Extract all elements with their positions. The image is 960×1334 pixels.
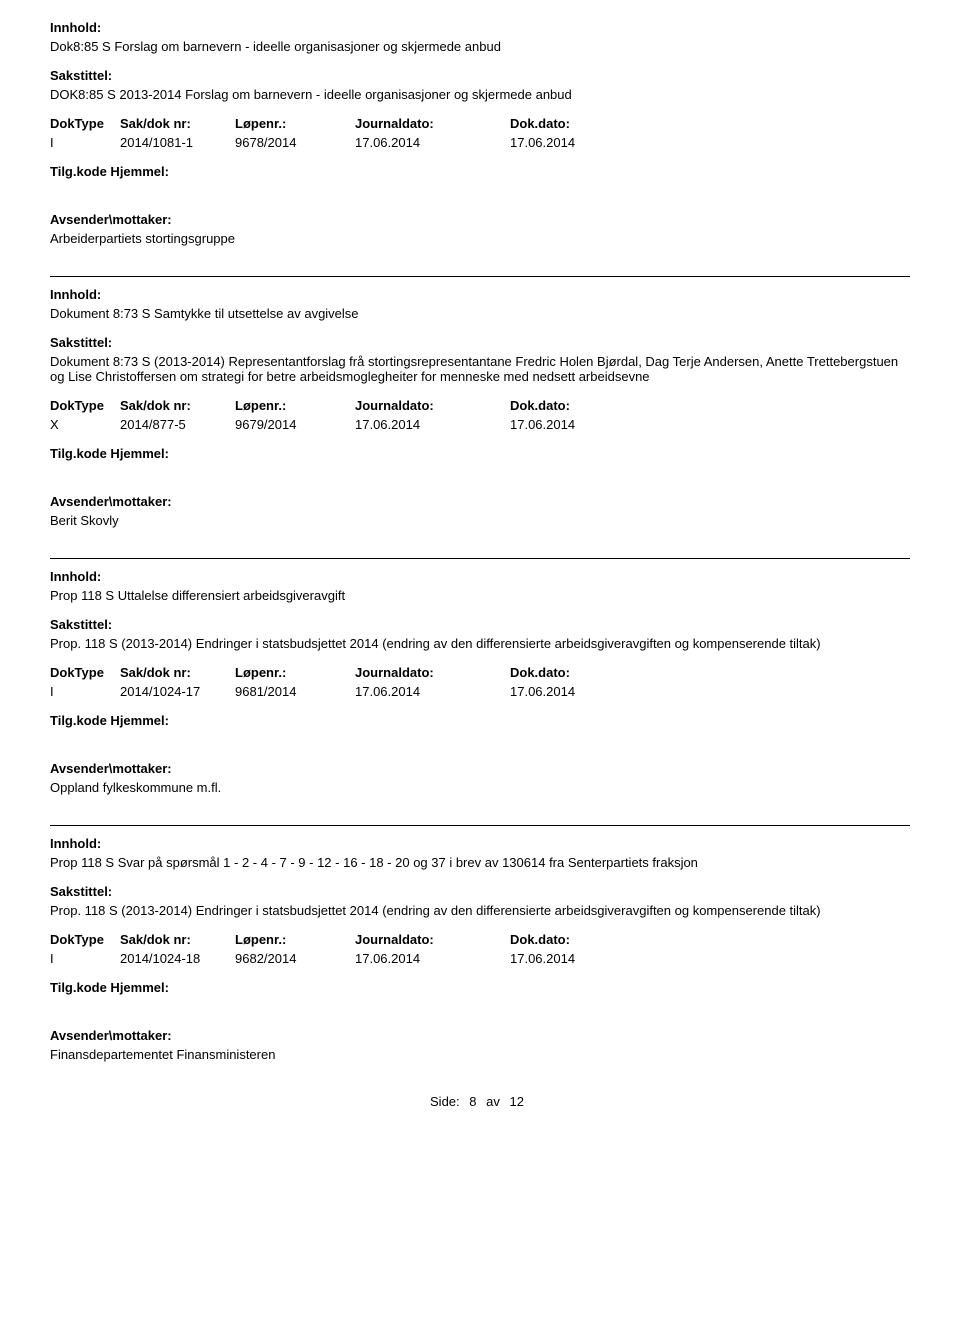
avsender-value: Finansdepartementet Finansministeren <box>50 1047 910 1062</box>
col-lopenr-value: 9682/2014 <box>235 951 355 966</box>
avsender-label: Avsender\mottaker: <box>50 212 910 227</box>
record-divider <box>50 558 910 559</box>
meta-value-row: X 2014/877-5 9679/2014 17.06.2014 17.06.… <box>50 417 910 432</box>
meta-value-row: I 2014/1024-17 9681/2014 17.06.2014 17.0… <box>50 684 910 699</box>
sakstittel-label: Sakstittel: <box>50 617 910 632</box>
sakstittel-value: Prop. 118 S (2013-2014) Endringer i stat… <box>50 903 910 918</box>
sakstittel-label: Sakstittel: <box>50 68 910 83</box>
col-dokdato-value: 17.06.2014 <box>510 951 660 966</box>
meta-header-row: DokType Sak/dok nr: Løpenr.: Journaldato… <box>50 932 910 947</box>
col-journal-value: 17.06.2014 <box>355 684 510 699</box>
meta-header-row: DokType Sak/dok nr: Løpenr.: Journaldato… <box>50 665 910 680</box>
col-sakdok-value: 2014/1024-17 <box>120 684 235 699</box>
col-dokdato-label: Dok.dato: <box>510 932 660 947</box>
footer-of-label: av <box>486 1094 500 1109</box>
page-container: Innhold: Dok8:85 S Forslag om barnevern … <box>0 0 960 1129</box>
col-journal-value: 17.06.2014 <box>355 417 510 432</box>
innhold-value: Prop 118 S Uttalelse differensiert arbei… <box>50 588 910 603</box>
tilgkode-label: Tilg.kode Hjemmel: <box>50 980 910 995</box>
sakstittel-label: Sakstittel: <box>50 884 910 899</box>
col-sakdok-value: 2014/1024-18 <box>120 951 235 966</box>
avsender-value: Berit Skovly <box>50 513 910 528</box>
col-doktype-value: I <box>50 684 120 699</box>
tilgkode-label: Tilg.kode Hjemmel: <box>50 164 910 179</box>
journal-record: Innhold: Prop 118 S Uttalelse differensi… <box>50 558 910 795</box>
avsender-value: Oppland fylkeskommune m.fl. <box>50 780 910 795</box>
innhold-label: Innhold: <box>50 836 910 851</box>
journal-record: Innhold: Prop 118 S Svar på spørsmål 1 -… <box>50 825 910 1062</box>
avsender-label: Avsender\mottaker: <box>50 494 910 509</box>
col-dokdato-value: 17.06.2014 <box>510 417 660 432</box>
sakstittel-value: Dokument 8:73 S (2013-2014) Representant… <box>50 354 910 384</box>
footer-label: Side: <box>430 1094 460 1109</box>
col-doktype-value: I <box>50 951 120 966</box>
col-sakdok-label: Sak/dok nr: <box>120 116 235 131</box>
meta-value-row: I 2014/1081-1 9678/2014 17.06.2014 17.06… <box>50 135 910 150</box>
col-doktype-label: DokType <box>50 398 120 413</box>
sakstittel-label: Sakstittel: <box>50 335 910 350</box>
record-divider <box>50 825 910 826</box>
col-journal-value: 17.06.2014 <box>355 951 510 966</box>
innhold-value: Dok8:85 S Forslag om barnevern - ideelle… <box>50 39 910 54</box>
col-dokdato-label: Dok.dato: <box>510 665 660 680</box>
avsender-value: Arbeiderpartiets stortingsgruppe <box>50 231 910 246</box>
avsender-label: Avsender\mottaker: <box>50 761 910 776</box>
col-journal-label: Journaldato: <box>355 665 510 680</box>
page-footer: Side: 8 av 12 <box>50 1094 910 1109</box>
col-lopenr-label: Løpenr.: <box>235 116 355 131</box>
tilgkode-value <box>50 465 910 480</box>
col-dokdato-label: Dok.dato: <box>510 398 660 413</box>
sakstittel-value: Prop. 118 S (2013-2014) Endringer i stat… <box>50 636 910 651</box>
meta-header-row: DokType Sak/dok nr: Løpenr.: Journaldato… <box>50 116 910 131</box>
col-lopenr-value: 9679/2014 <box>235 417 355 432</box>
tilgkode-value <box>50 999 910 1014</box>
col-sakdok-value: 2014/877-5 <box>120 417 235 432</box>
innhold-value: Prop 118 S Svar på spørsmål 1 - 2 - 4 - … <box>50 855 910 870</box>
col-doktype-label: DokType <box>50 665 120 680</box>
avsender-label: Avsender\mottaker: <box>50 1028 910 1043</box>
col-doktype-value: I <box>50 135 120 150</box>
tilgkode-value <box>50 732 910 747</box>
innhold-label: Innhold: <box>50 287 910 302</box>
col-sakdok-label: Sak/dok nr: <box>120 665 235 680</box>
col-lopenr-label: Løpenr.: <box>235 665 355 680</box>
tilgkode-label: Tilg.kode Hjemmel: <box>50 446 910 461</box>
col-doktype-label: DokType <box>50 116 120 131</box>
col-dokdato-value: 17.06.2014 <box>510 684 660 699</box>
col-journal-label: Journaldato: <box>355 932 510 947</box>
col-journal-label: Journaldato: <box>355 116 510 131</box>
col-journal-value: 17.06.2014 <box>355 135 510 150</box>
col-sakdok-label: Sak/dok nr: <box>120 398 235 413</box>
meta-value-row: I 2014/1024-18 9682/2014 17.06.2014 17.0… <box>50 951 910 966</box>
footer-page-number: 8 <box>469 1094 476 1109</box>
sakstittel-value: DOK8:85 S 2013-2014 Forslag om barnevern… <box>50 87 910 102</box>
col-sakdok-label: Sak/dok nr: <box>120 932 235 947</box>
col-lopenr-value: 9681/2014 <box>235 684 355 699</box>
innhold-value: Dokument 8:73 S Samtykke til utsettelse … <box>50 306 910 321</box>
tilgkode-label: Tilg.kode Hjemmel: <box>50 713 910 728</box>
meta-header-row: DokType Sak/dok nr: Løpenr.: Journaldato… <box>50 398 910 413</box>
record-divider <box>50 276 910 277</box>
col-lopenr-label: Løpenr.: <box>235 398 355 413</box>
journal-record: Innhold: Dok8:85 S Forslag om barnevern … <box>50 20 910 246</box>
innhold-label: Innhold: <box>50 20 910 35</box>
col-dokdato-label: Dok.dato: <box>510 116 660 131</box>
col-doktype-value: X <box>50 417 120 432</box>
records-host: Innhold: Dok8:85 S Forslag om barnevern … <box>50 20 910 1062</box>
journal-record: Innhold: Dokument 8:73 S Samtykke til ut… <box>50 276 910 528</box>
col-doktype-label: DokType <box>50 932 120 947</box>
col-lopenr-label: Løpenr.: <box>235 932 355 947</box>
col-dokdato-value: 17.06.2014 <box>510 135 660 150</box>
col-journal-label: Journaldato: <box>355 398 510 413</box>
tilgkode-value <box>50 183 910 198</box>
innhold-label: Innhold: <box>50 569 910 584</box>
col-sakdok-value: 2014/1081-1 <box>120 135 235 150</box>
footer-total-pages: 12 <box>510 1094 524 1109</box>
col-lopenr-value: 9678/2014 <box>235 135 355 150</box>
